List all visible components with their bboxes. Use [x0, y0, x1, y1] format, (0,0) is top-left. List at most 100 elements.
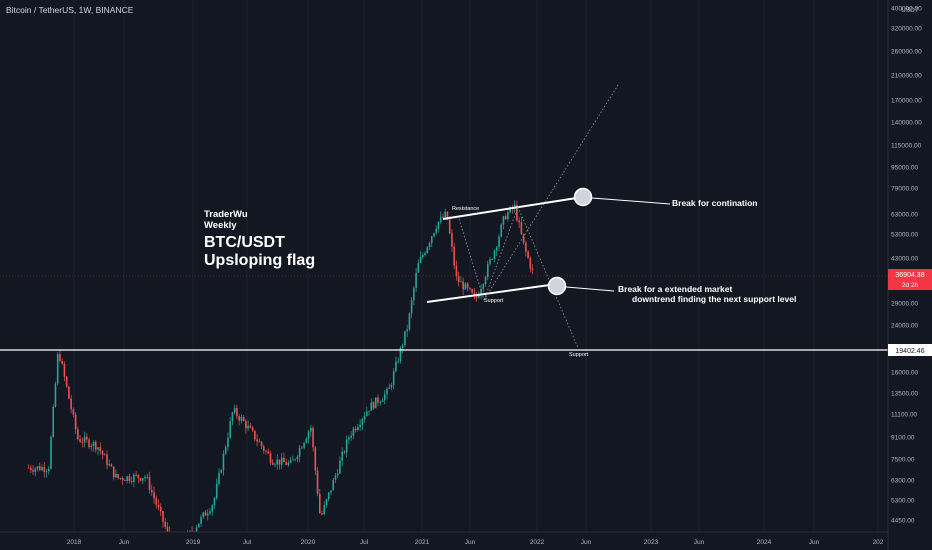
candle-body — [413, 287, 415, 301]
time-axis-label: Jul — [360, 539, 369, 546]
candle-body — [417, 262, 420, 273]
candle-body — [444, 211, 447, 218]
candle-body — [455, 265, 458, 277]
candle-body — [265, 450, 267, 452]
candle-body — [229, 421, 231, 438]
price-axis-label: 210000.00 — [891, 73, 922, 80]
time-axis-label: Jun — [581, 539, 592, 546]
candle-body — [68, 386, 70, 399]
candle-body — [303, 442, 305, 448]
candle-body — [392, 371, 395, 385]
candle-body — [424, 253, 426, 255]
candle-body — [254, 430, 256, 440]
candle-body — [251, 427, 254, 431]
grid — [73, 0, 879, 532]
candle-body — [159, 507, 162, 512]
candle-body — [108, 464, 111, 466]
candle-body — [220, 470, 223, 473]
resistance-trendline[interactable] — [442, 196, 584, 220]
candle-body — [227, 437, 229, 448]
candle-body — [222, 453, 225, 471]
candle-body — [404, 331, 406, 346]
candle-body — [399, 347, 402, 362]
candle-body — [372, 402, 375, 409]
candle-body — [339, 460, 341, 474]
support-trendline[interactable] — [426, 283, 558, 303]
candle-body — [260, 441, 263, 447]
break-down-marker[interactable] — [547, 276, 567, 296]
candle-body — [236, 407, 238, 417]
candle-body — [318, 493, 321, 514]
price-axis-label: 115000.00 — [891, 143, 922, 150]
candle-body — [274, 464, 276, 466]
candle-body — [56, 354, 59, 384]
candles — [27, 200, 534, 532]
candle-body — [97, 447, 99, 450]
candle-body — [460, 281, 462, 283]
time-axis-label: 2019 — [186, 539, 201, 546]
candle-body — [527, 251, 529, 259]
time-axis[interactable]: 2018 Jun 2019 Jul 2020 Jul 2021 Jun 2022 Jun 2023 J… — [0, 531, 888, 546]
candle-body — [446, 211, 449, 220]
candle-body — [401, 345, 404, 348]
candle-body — [388, 387, 391, 389]
candle-body — [224, 447, 227, 454]
candle-body — [121, 477, 124, 481]
candle-body — [498, 236, 500, 248]
candle-body — [397, 361, 399, 363]
price-axis-label: 5300.00 — [891, 498, 915, 505]
candle-body — [50, 436, 52, 469]
candle-body — [79, 439, 81, 442]
candle-body — [195, 527, 198, 532]
candle-body — [433, 232, 435, 237]
support-inner-label: Support — [484, 298, 504, 304]
candle-body — [314, 447, 317, 471]
time-axis-label: 2023 — [644, 539, 659, 546]
price-axis-label: 95000.00 — [891, 165, 918, 172]
candle-body — [390, 384, 393, 388]
candle-body — [283, 457, 285, 463]
candle-body — [262, 446, 265, 451]
zigzag-line-2 — [483, 206, 519, 301]
candle-body — [215, 483, 218, 498]
author-label: TraderWu — [204, 209, 248, 220]
countdown-value: 2d 2h — [902, 282, 919, 289]
candle-body — [480, 288, 482, 296]
candle-body — [504, 216, 507, 220]
candle-body — [41, 467, 43, 471]
candle-body — [482, 284, 485, 289]
candle-body — [142, 478, 144, 481]
break-up-pointer — [591, 197, 671, 205]
candle-body — [486, 263, 489, 278]
price-axis-label: 53000.00 — [891, 232, 918, 239]
candle-body — [148, 476, 151, 490]
candle-body — [462, 281, 464, 290]
candle-body — [289, 460, 292, 463]
time-axis-label: Jun — [119, 539, 130, 546]
candle-body — [457, 276, 460, 282]
candle-body — [43, 467, 46, 472]
candle-body — [359, 424, 361, 427]
candle-body — [206, 513, 209, 516]
candle-body — [231, 412, 234, 422]
candle-body — [374, 397, 377, 409]
candle-body — [74, 414, 77, 430]
price-axis-label: 170000.00 — [891, 98, 922, 105]
time-axis-label: Jun — [694, 539, 705, 546]
candle-body — [77, 429, 79, 440]
candle-body — [294, 459, 296, 461]
price-axis-label: 29000.00 — [891, 301, 918, 308]
candle-body — [473, 292, 476, 295]
candle-body — [112, 466, 115, 478]
price-axis-label: 16000.00 — [891, 370, 918, 377]
break-up-marker[interactable] — [573, 187, 593, 207]
candle-body — [296, 456, 299, 460]
candle-body — [278, 459, 281, 465]
zigzag-line-1 — [458, 218, 485, 301]
candle-body — [491, 259, 494, 260]
candle-body — [202, 512, 205, 517]
candle-body — [256, 439, 258, 442]
candle-body — [529, 258, 532, 269]
price-axis-label: 13500.00 — [891, 391, 918, 398]
